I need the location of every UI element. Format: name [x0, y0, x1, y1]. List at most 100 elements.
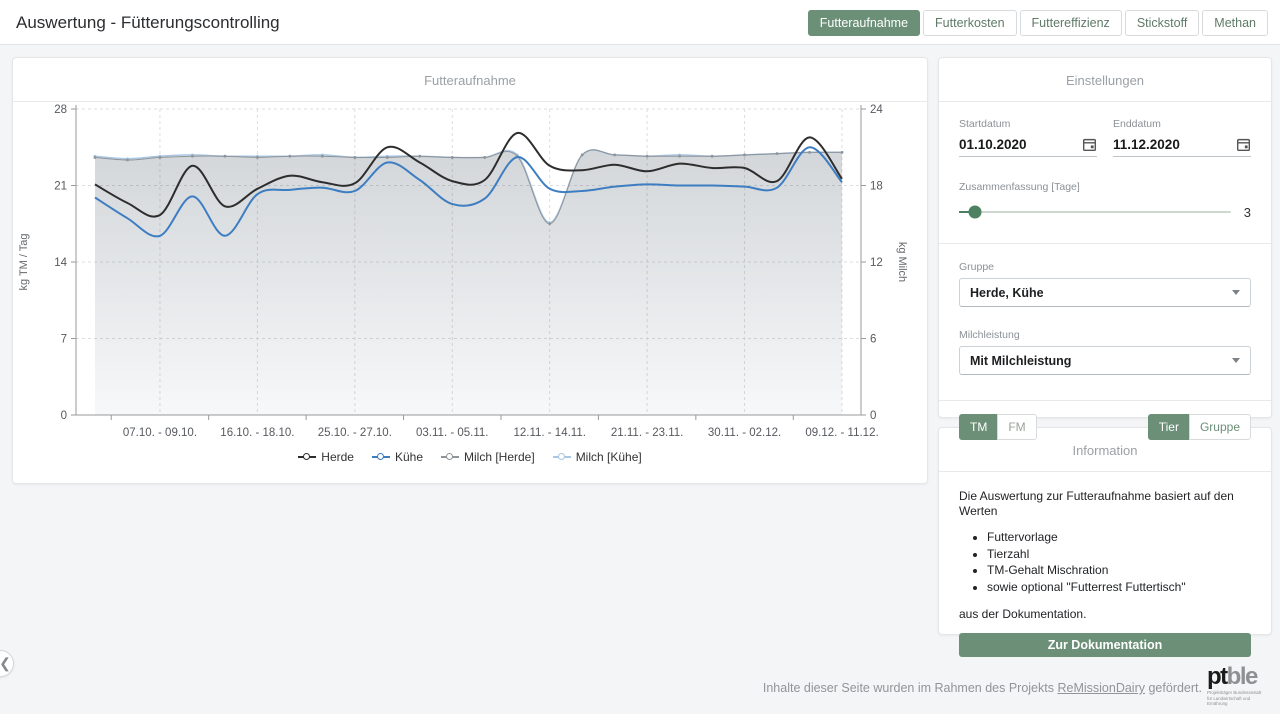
chart-legend: Herde Kühe Milch [Herde] Milch [Kühe]	[13, 450, 927, 464]
info-panel: Information Die Auswertung zur Futterauf…	[938, 427, 1272, 657]
tab-futteraufnahme[interactable]: Futteraufnahme	[807, 10, 921, 36]
fm-toggle-button[interactable]: FM	[997, 414, 1037, 440]
svg-text:14: 14	[54, 257, 67, 269]
info-title: Information	[1072, 443, 1138, 458]
legend-label: Milch [Kühe]	[575, 450, 642, 464]
tab-futterkosten[interactable]: Futterkosten	[923, 10, 1017, 36]
info-bullet: TM-Gehalt Mischration	[987, 563, 1251, 577]
start-date-input[interactable]: 01.10.2020	[959, 132, 1097, 157]
legend-item[interactable]: Herde	[298, 450, 354, 464]
group-label: Gruppe	[959, 261, 995, 273]
divider	[13, 101, 927, 102]
svg-text:0: 0	[61, 410, 67, 422]
divider	[939, 101, 1271, 102]
info-bullet: sowie optional "Futterrest Futtertisch"	[987, 580, 1251, 594]
tm-fm-toggle: TM FM	[959, 414, 1037, 440]
calendar-icon[interactable]	[1236, 137, 1251, 152]
legend-line-marker-icon	[298, 453, 317, 460]
divider	[939, 471, 1271, 472]
documentation-button[interactable]: Zur Dokumentation	[959, 632, 1251, 657]
svg-text:7: 7	[61, 334, 67, 346]
logo-pt: pt	[1207, 663, 1228, 690]
calendar-icon[interactable]	[1082, 137, 1097, 152]
gruppe-toggle-button[interactable]: Gruppe	[1188, 414, 1251, 440]
legend-item[interactable]: Milch [Herde]	[441, 450, 535, 464]
footer-text-prefix: Inhalte dieser Seite wurden im Rahmen de…	[762, 681, 1054, 695]
end-date-value: 11.12.2020	[1113, 136, 1180, 152]
tab-methan[interactable]: Methan	[1202, 10, 1268, 36]
group-select[interactable]: Herde, Kühe	[959, 278, 1251, 307]
summary-days-value: 3	[1243, 204, 1251, 220]
start-date-value: 01.10.2020	[959, 136, 1027, 152]
svg-text:21.11. - 23.11.: 21.11. - 23.11.	[611, 427, 683, 439]
ptble-logo: ptble Projektträger Bundesanstalt für La…	[1207, 663, 1267, 707]
chart-title: Futteraufnahme	[424, 73, 516, 88]
date-range-row: Startdatum 01.10.2020 Enddatum 11.12.202…	[959, 118, 1251, 157]
info-bullet: Futtervorlage	[987, 530, 1251, 544]
svg-text:12: 12	[870, 257, 883, 269]
tab-stickstoff[interactable]: Stickstoff	[1124, 10, 1200, 36]
settings-title: Einstellungen	[1065, 73, 1145, 88]
legend-item[interactable]: Kühe	[371, 450, 423, 464]
group-select-value: Herde, Kühe	[970, 285, 1044, 300]
svg-text:16.10. - 18.10.: 16.10. - 18.10.	[220, 427, 294, 439]
drawer-collapse-button[interactable]: ❮	[0, 650, 14, 677]
end-date-field: Enddatum 11.12.2020	[1113, 118, 1251, 157]
legend-line-marker-icon	[441, 453, 459, 460]
tier-toggle-button[interactable]: Tier	[1147, 414, 1189, 440]
page-title: Auswertung - Fütterungscontrolling	[16, 13, 280, 32]
remissiondairy-link[interactable]: ReMissionDairy	[1057, 681, 1145, 695]
divider	[939, 400, 1271, 401]
chevron-down-icon	[1232, 358, 1240, 363]
logo-subtitle-2: für Landwirtschaft und Ernährung	[1207, 696, 1251, 706]
milk-select-value: Mit Milchleistung	[970, 353, 1072, 368]
slider-track[interactable]	[959, 205, 1231, 219]
milk-label: Milchleistung	[959, 329, 1020, 341]
svg-text:kg Milch: kg Milch	[896, 242, 908, 282]
right-column: Einstellungen Startdatum 01.10.2020 Endd…	[938, 57, 1272, 657]
info-bullet-list: Futtervorlage Tierzahl TM-Gehalt Mischra…	[969, 530, 1251, 594]
svg-text:03.11. - 05.11.: 03.11. - 05.11.	[416, 427, 488, 439]
logo-ble: ble	[1226, 663, 1259, 690]
svg-text:21: 21	[54, 181, 67, 193]
svg-text:18: 18	[870, 181, 883, 193]
summary-days-label: Zusammenfassung [Tage]	[959, 181, 1080, 193]
chart-card: Futteraufnahme 0 7 14 21 28 0 6 12 18 24 07.10. - …	[12, 57, 928, 484]
legend-label: Milch [Herde]	[464, 450, 535, 464]
chevron-down-icon	[1232, 290, 1240, 295]
summary-days-slider-row: 3	[959, 204, 1251, 220]
svg-text:kg TM / Tag: kg TM / Tag	[18, 233, 30, 290]
start-date-label: Startdatum	[959, 118, 1011, 130]
info-bullet: Tierzahl	[987, 547, 1251, 561]
chart-plot: 0 7 14 21 28 0 6 12 18 24 07.10. - 09.10. 16.10. - …	[18, 104, 908, 439]
tab-futtereffizienz[interactable]: Futtereffizienz	[1019, 10, 1122, 36]
svg-text:0: 0	[870, 410, 876, 422]
svg-text:12.11. - 14.11.: 12.11. - 14.11.	[513, 427, 585, 439]
svg-text:30.11. - 02.12.: 30.11. - 02.12.	[708, 427, 781, 439]
milk-select[interactable]: Mit Milchleistung	[959, 346, 1251, 375]
tm-toggle-button[interactable]: TM	[959, 414, 998, 440]
svg-text:09.12. - 11.12.: 09.12. - 11.12.	[805, 427, 878, 439]
settings-panel: Einstellungen Startdatum 01.10.2020 Endd…	[938, 57, 1272, 440]
svg-text:28: 28	[54, 104, 67, 116]
slider-thumb[interactable]	[968, 205, 982, 219]
chevron-left-icon: ❮	[0, 655, 11, 671]
footer-note: Inhalte dieser Seite wurden im Rahmen de…	[763, 681, 1202, 695]
tier-gruppe-toggle: Tier Gruppe	[1147, 414, 1251, 440]
svg-text:07.10. - 09.10.: 07.10. - 09.10.	[123, 427, 197, 439]
legend-item[interactable]: Milch [Kühe]	[552, 450, 642, 464]
legend-line-marker-icon	[371, 453, 390, 460]
divider	[939, 243, 1271, 244]
svg-text:6: 6	[870, 334, 876, 346]
start-date-field: Startdatum 01.10.2020	[959, 118, 1097, 157]
end-date-label: Enddatum	[1113, 118, 1161, 130]
slider-fill	[959, 211, 976, 213]
svg-text:25.10. - 27.10.: 25.10. - 27.10.	[318, 427, 392, 439]
svg-text:24: 24	[870, 104, 883, 116]
info-intro: Die Auswertung zur Futteraufnahme basier…	[959, 489, 1234, 518]
end-date-input[interactable]: 11.12.2020	[1113, 132, 1251, 157]
legend-label: Herde	[321, 450, 354, 464]
toggles-row: TM FM Tier Gruppe	[959, 414, 1251, 440]
tab-bar: Futteraufnahme Futterkosten Futtereffizi…	[807, 10, 1268, 36]
